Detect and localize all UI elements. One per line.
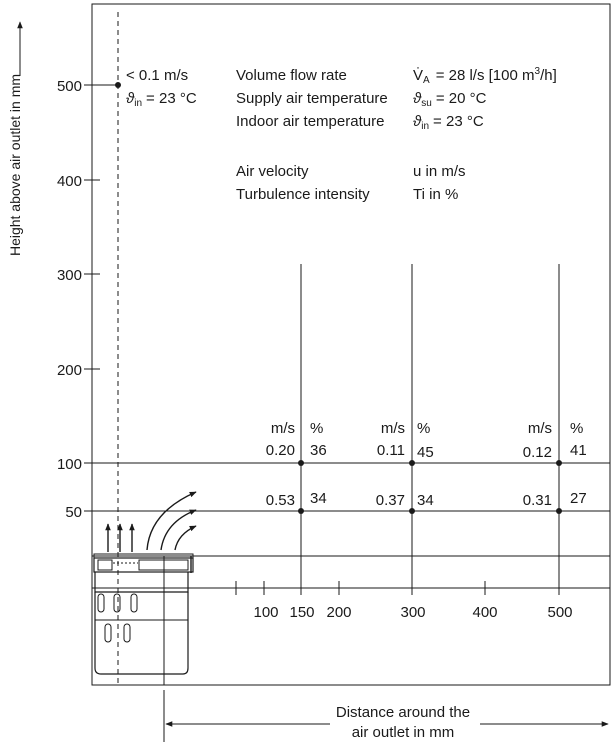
y-tick-label: 100 [57, 456, 82, 473]
y-tick-100: 100 [57, 456, 82, 473]
unit-speed: m/s [271, 420, 295, 437]
y-axis: Height above air outlet in mm 500 400 30… [7, 21, 118, 521]
near-point-annotation: < 0.1 m/s ϑin = 23 °C [126, 67, 197, 109]
y-tick-500: 500 [57, 78, 118, 95]
turbulence-100: 41 [570, 442, 587, 459]
flow-value: V̇A = 28 l/s [100 m3/h] [413, 66, 557, 86]
y-tick-label: 400 [57, 173, 82, 190]
velocity-value: u in m/s [413, 163, 466, 180]
near-measurement-point [115, 82, 121, 88]
x-axis-label-line2: air outlet in mm [352, 724, 455, 741]
y-tick-300: 300 [57, 267, 100, 284]
turbulence-50: 27 [570, 490, 587, 507]
measurement-point [298, 460, 304, 466]
unit-percent: % [417, 420, 430, 437]
turbulence-50: 34 [417, 492, 434, 509]
indoor-value: ϑin = 23 °C [413, 113, 484, 132]
y-tick-label: 500 [57, 78, 82, 95]
near-temp-text: ϑin = 23 °C [126, 90, 197, 109]
x-tick-label: 150 [289, 604, 314, 621]
diagram-frame [91, 3, 611, 686]
turbulence-100: 45 [417, 444, 434, 461]
measurement-point [556, 508, 562, 514]
unit-percent: % [570, 420, 583, 437]
legend-block: Volume flow rate V̇A = 28 l/s [100 m3/h] … [236, 66, 557, 203]
flow-label: Volume flow rate [236, 67, 347, 84]
y-tick-400: 400 [57, 173, 100, 190]
measurement-column-150: m/s % 0.20 36 0.53 34 [266, 420, 327, 509]
measurement-point [556, 460, 562, 466]
turbulence-100: 36 [310, 442, 327, 459]
turbulence-50: 34 [310, 490, 327, 507]
unit-speed: m/s [528, 420, 552, 437]
x-tick-label: 400 [472, 604, 497, 621]
velocity-100: 0.11 [377, 442, 405, 459]
air-outlet-drawing [93, 491, 197, 685]
x-axis: 100 150 200 300 400 500 Distance around … [163, 581, 609, 742]
x-tick-label: 500 [547, 604, 572, 621]
y-tick-200: 200 [57, 362, 100, 379]
indoor-label: Indoor air temperature [236, 113, 384, 130]
x-axis-label-line1: Distance around the [336, 704, 470, 721]
x-tick-label: 100 [253, 604, 278, 621]
measurement-column-300: m/s % 0.11 45 0.37 34 [376, 420, 434, 509]
x-tick-label: 300 [400, 604, 425, 621]
velocity-50: 0.53 [266, 492, 295, 509]
supply-value: ϑsu = 20 °C [413, 90, 487, 109]
unit-percent: % [310, 420, 323, 437]
y-tick-label: 200 [57, 362, 82, 379]
near-velocity-text: < 0.1 m/s [126, 67, 188, 84]
velocity-50: 0.37 [376, 492, 405, 509]
velocity-100: 0.20 [266, 442, 295, 459]
turbulence-value: Ti in % [413, 186, 458, 203]
y-axis-label: Height above air outlet in mm [7, 74, 23, 256]
measurement-column-500: m/s % 0.12 41 0.31 27 [523, 420, 587, 509]
measurement-point [298, 508, 304, 514]
dimension-label-bg [330, 700, 480, 740]
measurement-point [409, 460, 415, 466]
y-tick-50: 50 [65, 504, 82, 521]
measurement-point [409, 508, 415, 514]
supply-label: Supply air temperature [236, 90, 388, 107]
unit-speed: m/s [381, 420, 405, 437]
turbulence-label: Turbulence intensity [236, 186, 370, 203]
velocity-50: 0.31 [523, 492, 552, 509]
velocity-100: 0.12 [523, 444, 552, 461]
x-tick-label: 200 [326, 604, 351, 621]
velocity-label: Air velocity [236, 163, 309, 180]
y-tick-label: 300 [57, 267, 82, 284]
y-tick-label: 50 [65, 504, 82, 521]
